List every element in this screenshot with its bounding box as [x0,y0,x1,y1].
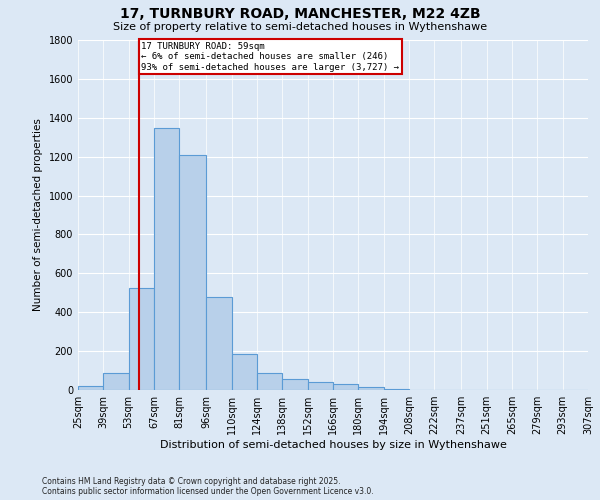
Bar [257,372,283,390]
Bar [206,296,232,390]
Bar [154,128,179,390]
Bar [383,389,409,390]
X-axis label: Distribution of semi-detached houses by size in Wythenshawe: Distribution of semi-detached houses by … [160,440,506,450]
Bar [333,384,358,390]
Bar [179,154,206,390]
Bar [308,382,333,390]
Bar [78,386,103,390]
Text: Size of property relative to semi-detached houses in Wythenshawe: Size of property relative to semi-detach… [113,22,487,32]
Text: 17, TURNBURY ROAD, MANCHESTER, M22 4ZB: 17, TURNBURY ROAD, MANCHESTER, M22 4ZB [119,8,481,22]
Bar [358,387,383,390]
Y-axis label: Number of semi-detached properties: Number of semi-detached properties [33,118,43,312]
Bar [232,354,257,390]
Text: Contains HM Land Registry data © Crown copyright and database right 2025.
Contai: Contains HM Land Registry data © Crown c… [42,476,374,496]
Text: 17 TURNBURY ROAD: 59sqm
← 6% of semi-detached houses are smaller (246)
93% of se: 17 TURNBURY ROAD: 59sqm ← 6% of semi-det… [141,42,399,72]
Bar [103,374,128,390]
Bar [283,380,308,390]
Bar [128,288,154,390]
